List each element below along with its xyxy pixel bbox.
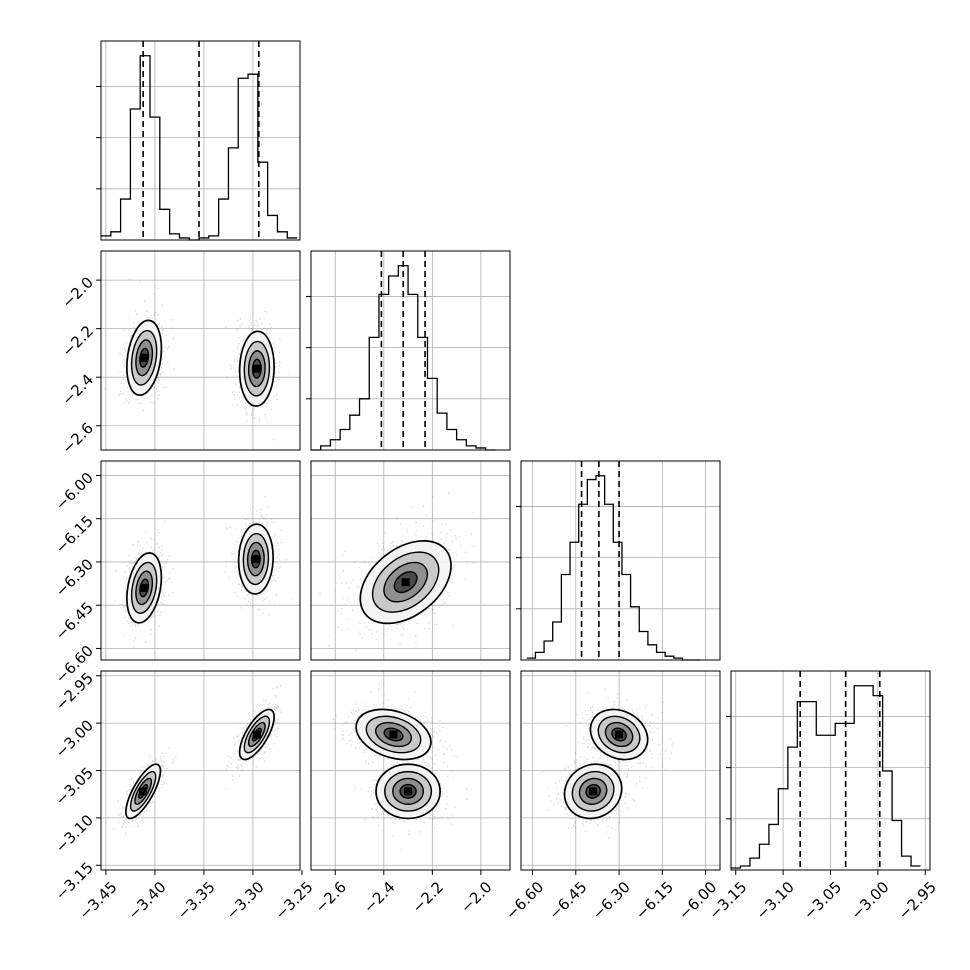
panel-frame	[520, 670, 721, 871]
x-tick-label: −6.60	[502, 878, 547, 923]
histogram-panel	[516, 460, 721, 661]
panel-background	[311, 251, 510, 450]
scatter-panel	[310, 670, 511, 871]
y-tick-label: −3.10	[52, 811, 97, 856]
x-tick-label: −6.15	[632, 878, 677, 923]
histogram-bar	[731, 685, 921, 869]
density-peak	[251, 555, 260, 564]
x-tick-label: −2.2	[409, 878, 447, 916]
x-tick-label: −3.00	[847, 878, 892, 923]
panel-frame	[100, 460, 301, 661]
histogram-bar	[526, 475, 700, 661]
y-tick-label: −2.6	[59, 419, 97, 457]
y-tick-label: −2.4	[59, 370, 97, 408]
density-peak	[589, 787, 598, 796]
panel-frame	[310, 460, 511, 661]
x-tick-label: −2.4	[360, 878, 398, 916]
histogram-panel	[96, 40, 301, 241]
x-tick-label: −3.35	[173, 878, 218, 923]
scatter-panel	[520, 670, 721, 871]
density-peak	[389, 730, 398, 739]
density-peak	[140, 583, 149, 592]
x-tick-label: −3.40	[124, 878, 169, 923]
density-peak	[139, 787, 148, 796]
density-layer	[101, 461, 300, 660]
x-tick-label: −2.6	[312, 878, 350, 916]
density-layer	[311, 461, 510, 660]
density-peak	[404, 787, 413, 796]
panel-frame	[520, 460, 721, 661]
density-peak	[615, 730, 624, 739]
density-layer	[521, 671, 720, 870]
y-tick-label: −6.00	[52, 469, 97, 514]
y-tick-label: −2.2	[59, 322, 97, 360]
y-tick-label: −6.30	[52, 555, 97, 600]
y-tick-label: −6.15	[52, 512, 97, 557]
y-tick-label: −3.05	[52, 764, 97, 809]
density-layer	[101, 251, 300, 450]
histogram-panel	[726, 670, 931, 871]
histogram-panel	[306, 250, 511, 451]
panel-frame	[310, 250, 511, 451]
scatter-panel	[100, 670, 301, 871]
scatter-panel	[100, 460, 301, 661]
density-peak	[140, 353, 149, 362]
density-peak	[252, 364, 261, 373]
scatter-panel	[310, 460, 511, 661]
x-tick-label: −6.30	[589, 878, 634, 923]
y-tick-label: −6.45	[52, 598, 97, 643]
density-layer	[311, 671, 510, 870]
x-tick-label: −2.0	[457, 878, 495, 916]
x-tick-label: −6.45	[545, 878, 590, 923]
y-tick-label: −3.00	[52, 716, 97, 761]
panel-background	[101, 41, 300, 240]
panel-background	[521, 461, 720, 660]
panel-frame	[100, 40, 301, 241]
y-tick-label: −2.0	[59, 273, 97, 311]
density-layer	[101, 671, 300, 870]
density-peak	[252, 730, 261, 739]
scatter-panel	[100, 250, 301, 451]
x-tick-label: −3.25	[271, 878, 316, 923]
panel-frame	[100, 250, 301, 451]
x-tick-label: −3.10	[753, 878, 798, 923]
panel-frame	[310, 670, 511, 871]
x-tick-label: −2.95	[895, 878, 940, 923]
density-peak	[401, 578, 410, 587]
histogram-bar	[101, 55, 298, 241]
x-tick-label: −3.05	[800, 878, 845, 923]
x-tick-label: −3.30	[222, 878, 267, 923]
